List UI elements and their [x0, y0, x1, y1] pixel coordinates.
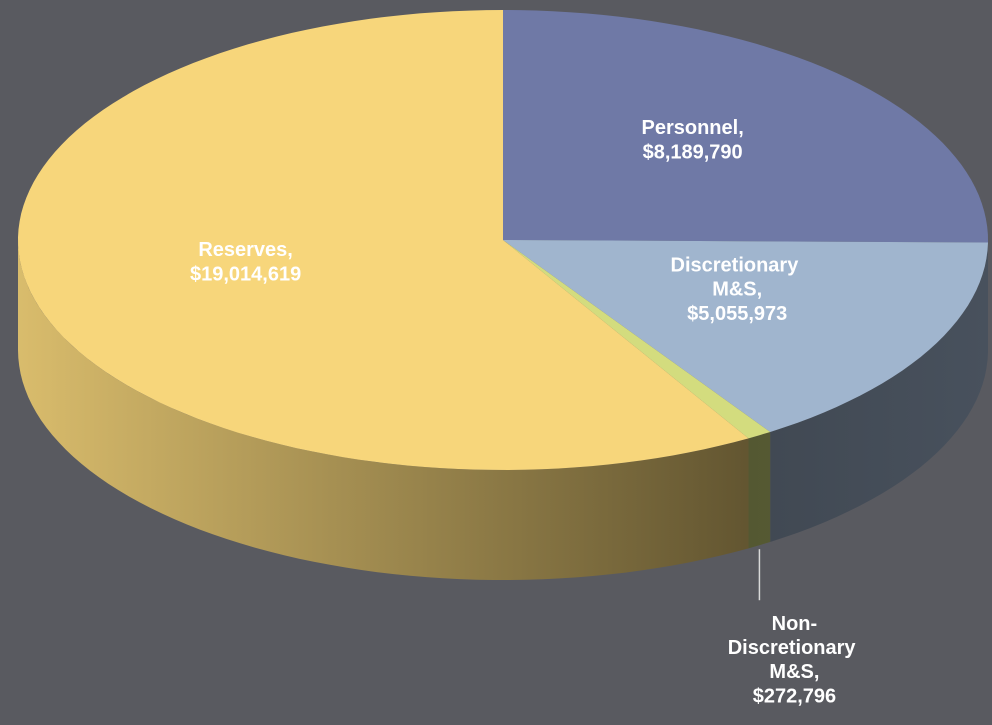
slice	[18, 10, 749, 470]
data-label: $5,055,973	[687, 303, 787, 325]
data-label: $19,014,619	[190, 263, 301, 285]
label-line: M&S,	[769, 662, 819, 684]
category-label: Reserves,	[198, 239, 293, 261]
label-line: Discretionary	[728, 638, 861, 660]
slice-side	[748, 432, 771, 549]
slice	[503, 240, 771, 439]
label-line: Non-	[772, 614, 818, 636]
slice-side	[770, 242, 988, 542]
label-line: Discretionary	[671, 255, 804, 277]
category-label: Discretionary M&S,	[671, 255, 804, 301]
category-label: Personnel,	[642, 117, 744, 139]
category-label: Non-Discretionary M&S,	[728, 614, 861, 684]
label-line: Reserves,	[198, 239, 293, 261]
label-line: M&S,	[712, 279, 762, 301]
label-line: Personnel,	[642, 117, 744, 139]
slice	[503, 240, 988, 432]
data-label: $272,796	[753, 686, 836, 708]
slice	[503, 10, 988, 243]
data-label: $8,189,790	[643, 141, 743, 163]
slice-side	[18, 240, 749, 580]
